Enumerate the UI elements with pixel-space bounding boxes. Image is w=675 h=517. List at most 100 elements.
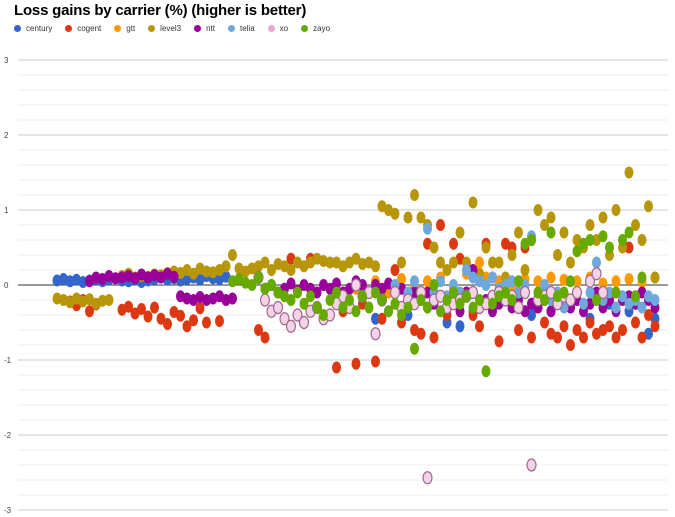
data-point-cogent[interactable] [605,320,614,333]
data-point-level3[interactable] [325,256,335,269]
data-point-cogent[interactable] [371,355,380,368]
data-point-level3[interactable] [631,219,640,231]
data-point-level3[interactable] [488,256,497,269]
data-point-xo[interactable] [279,312,290,326]
data-point-telia[interactable] [488,271,497,284]
data-point-level3[interactable] [390,207,400,220]
data-point-cogent[interactable] [254,324,263,336]
data-point-cogent[interactable] [514,324,523,336]
data-point-zayo[interactable] [423,301,432,314]
data-point-cogent[interactable] [137,303,146,315]
data-point-zayo[interactable] [455,297,465,310]
data-point-level3[interactable] [416,211,426,224]
data-point-zayo[interactable] [514,275,523,288]
data-point-cogent[interactable] [390,264,400,276]
data-point-zayo[interactable] [611,286,621,299]
data-point-telia[interactable] [540,279,549,291]
data-point-ntt[interactable] [111,272,120,285]
data-point-xo[interactable] [571,285,583,300]
data-point-level3[interactable] [546,211,556,224]
data-point-xo[interactable] [292,308,303,322]
data-point-cogent[interactable] [527,331,536,344]
data-point-level3[interactable] [371,260,380,273]
data-point-telia[interactable] [462,264,471,276]
data-point-telia[interactable] [637,301,647,314]
data-point-cogent[interactable] [143,310,153,323]
data-point-cogent[interactable] [624,241,634,254]
data-point-level3[interactable] [650,271,660,284]
data-point-ntt[interactable] [286,277,296,290]
data-point-ntt[interactable] [228,292,237,305]
data-point-xo[interactable] [272,300,284,315]
data-point-level3[interactable] [566,256,575,269]
data-point-cogent[interactable] [637,331,647,344]
data-point-zayo[interactable] [598,230,608,243]
data-point-cogent[interactable] [449,237,458,250]
data-point-zayo[interactable] [416,294,426,306]
data-point-zayo[interactable] [572,245,582,258]
data-point-level3[interactable] [494,256,504,269]
data-point-cogent[interactable] [553,331,562,344]
data-point-zayo[interactable] [507,294,517,306]
data-point-zayo[interactable] [390,297,400,310]
data-point-zayo[interactable] [325,294,335,306]
data-point-telia[interactable] [423,222,432,235]
data-point-level3[interactable] [104,294,114,306]
data-point-cogent[interactable] [332,361,341,374]
data-point-cogent[interactable] [260,331,270,344]
data-point-zayo[interactable] [481,365,491,378]
data-point-cogent[interactable] [416,327,426,340]
data-point-level3[interactable] [403,211,413,224]
data-point-zayo[interactable] [364,301,374,314]
data-point-cogent[interactable] [189,314,198,327]
data-point-zayo[interactable] [338,301,348,314]
data-point-xo[interactable] [565,293,576,307]
data-point-xo[interactable] [370,327,381,341]
data-point-level3[interactable] [559,226,569,239]
data-point-level3[interactable] [611,204,621,216]
data-point-zayo[interactable] [267,279,276,291]
data-point-zayo[interactable] [475,294,484,306]
data-point-level3[interactable] [286,264,296,276]
data-point-xo[interactable] [584,274,596,288]
data-point-level3[interactable] [540,219,549,231]
data-point-level3[interactable] [624,166,634,179]
data-point-cogent[interactable] [579,331,588,344]
data-point-zayo[interactable] [312,301,322,314]
legend-item-xo[interactable]: xo [267,24,288,33]
legend-item-zayo[interactable]: zayo [301,24,330,33]
data-point-cogent[interactable] [429,331,439,344]
data-point-level3[interactable] [520,264,530,276]
legend-item-level3[interactable]: level3 [148,24,181,33]
data-point-zayo[interactable] [468,301,478,314]
data-point-level3[interactable] [449,256,458,269]
legend-item-cogent[interactable]: cogent [65,24,101,33]
data-point-zayo[interactable] [442,294,452,306]
data-point-xo[interactable] [513,300,524,315]
data-point-cogent[interactable] [182,320,192,333]
data-point-xo[interactable] [259,293,271,307]
data-point-zayo[interactable] [605,241,614,254]
data-point-zayo[interactable] [345,294,354,306]
data-point-zayo[interactable] [371,286,380,299]
data-point-century[interactable] [371,312,380,325]
data-point-zayo[interactable] [566,275,575,288]
data-point-level3[interactable] [644,200,653,213]
data-point-cogent[interactable] [475,320,484,333]
data-point-zayo[interactable] [624,226,634,239]
legend-item-century[interactable]: century [14,24,52,33]
data-point-zayo[interactable] [585,234,595,246]
data-point-telia[interactable] [481,279,491,291]
data-point-level3[interactable] [481,241,491,254]
data-point-cogent[interactable] [202,316,211,329]
data-point-gtt[interactable] [624,273,634,285]
data-point-zayo[interactable] [332,286,341,299]
data-point-ntt[interactable] [169,270,179,283]
data-point-cogent[interactable] [85,305,94,318]
data-point-cogent[interactable] [572,324,582,336]
data-point-zayo[interactable] [397,309,406,321]
data-point-cogent[interactable] [377,312,387,325]
data-point-gtt[interactable] [572,275,582,288]
data-point-level3[interactable] [533,204,543,216]
data-point-zayo[interactable] [637,271,647,284]
